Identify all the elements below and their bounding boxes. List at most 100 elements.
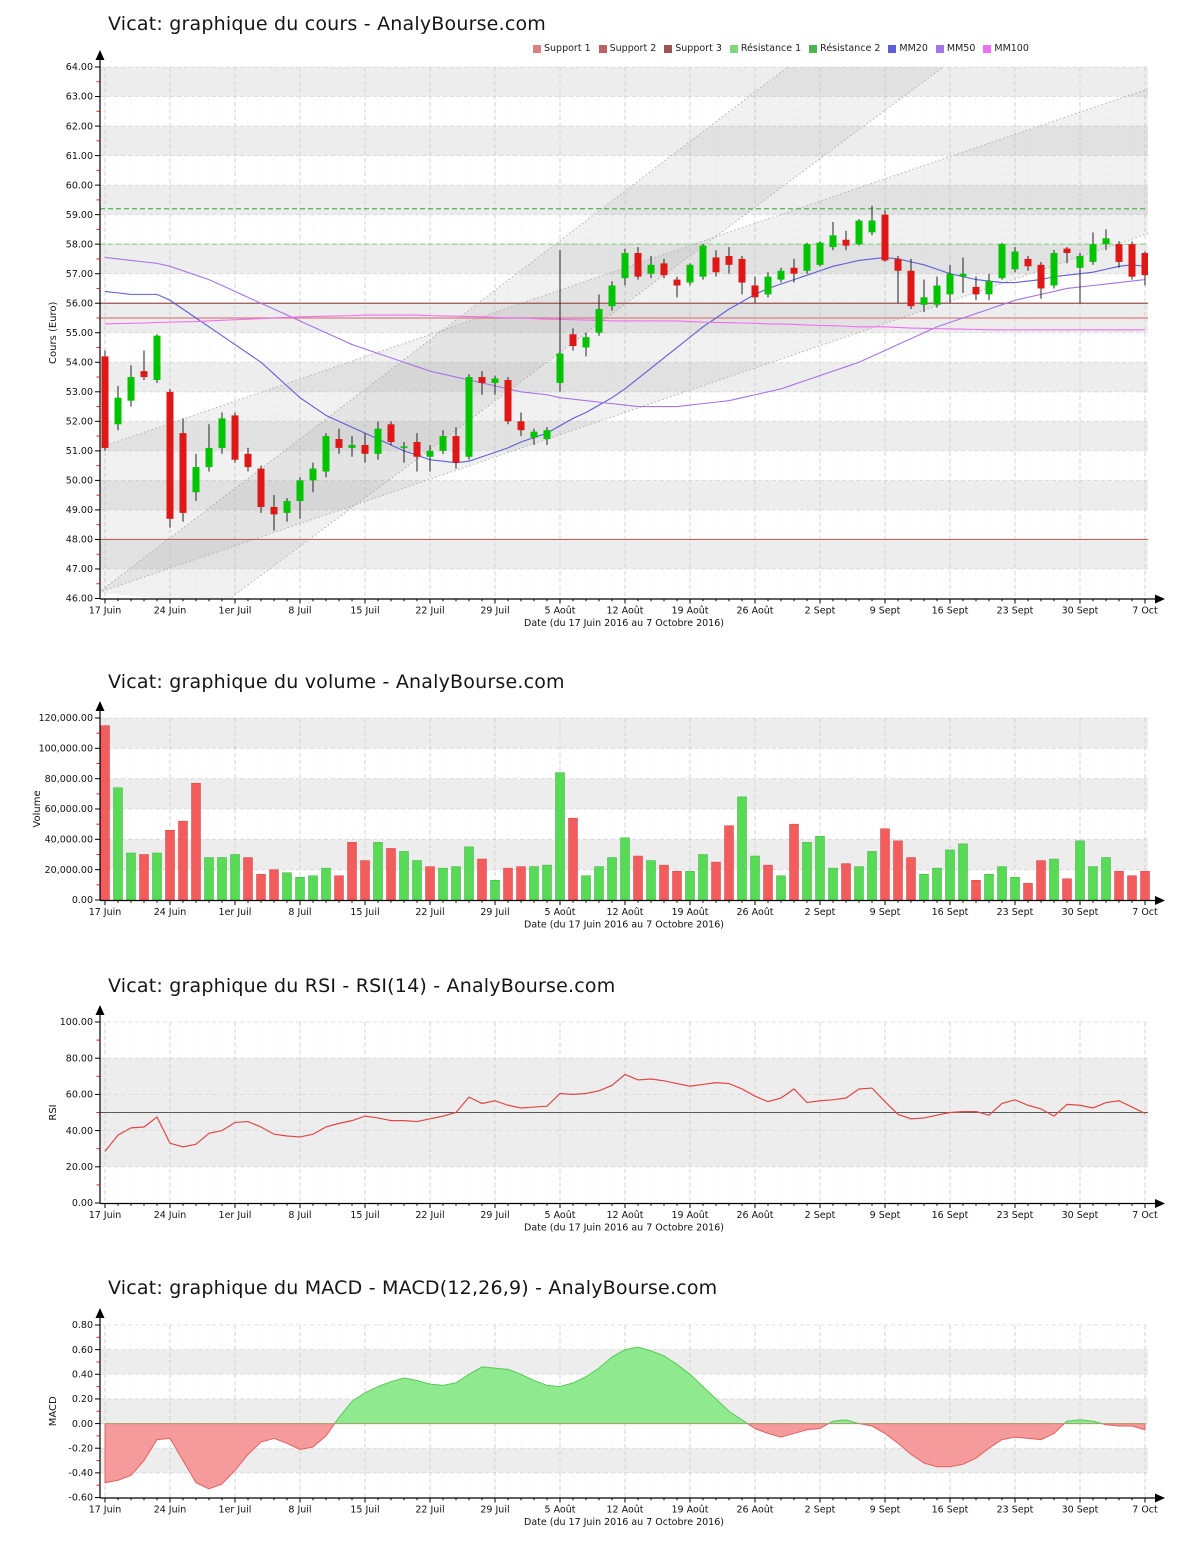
volume-bar [997,866,1007,901]
y-tick-label: 64.00 [66,62,93,73]
y-tick-label: 61.00 [66,151,93,162]
legend-label: Résistance 1 [740,43,802,54]
volume-bar [1075,840,1085,901]
candle-body [764,276,772,295]
rsi-y-axis-label: RSI [48,1104,59,1120]
x-tick-label: 8 Juil [288,606,311,617]
x-tick-label: 30 Sept [1062,1505,1099,1516]
x-tick-label: 30 Sept [1062,606,1099,617]
x-tick-label: 17 Juin [89,1210,122,1221]
y-tick-label: 57.00 [66,269,93,280]
volume-bar [360,860,370,901]
candle-body [894,258,902,271]
volume-x-axis-label: Date (du 17 Juin 2016 au 7 Octobre 2016) [524,920,724,931]
candle-body [1128,244,1136,277]
candle-body [868,220,876,233]
macd-area-negative [104,1423,1146,1490]
x-tick-label: 7 Oct [1132,907,1158,918]
candle-body [335,439,343,448]
y-tick-label: 54.00 [66,357,93,368]
x-tick-label: 24 Juin [154,606,187,617]
volume-bar [1062,878,1072,901]
candle-body [751,285,759,298]
volume-bar [1088,866,1098,901]
x-tick-label: 7 Oct [1132,1505,1158,1516]
volume-bar [1023,883,1033,901]
x-tick-label: 1er Juil [219,606,252,617]
x-tick-label: 9 Sept [870,1210,901,1221]
candle-body [205,447,213,468]
candle-body [842,239,850,246]
volume-bar [750,855,760,901]
y-tick-label: 62.00 [66,121,93,132]
x-tick-label: 12 Août [607,1210,644,1221]
y-tick-label: 100.00 [60,1017,93,1028]
candle-body [920,297,928,305]
volume-bars [100,725,1150,901]
y-tick-label: 50.00 [66,476,93,487]
candle-body [478,377,486,383]
candle-body [322,436,330,472]
candle-body [673,279,681,286]
plot-band [100,185,1148,215]
x-tick-label: 24 Juin [154,1210,187,1221]
x-tick-label: 5 Août [545,1505,576,1516]
volume-bar [399,851,409,901]
x-tick-label: 22 Juil [415,907,444,918]
candle-body [621,253,629,279]
volume-chart-title: Vicat: graphique du volume - AnalyBourse… [108,671,565,693]
candle-body [959,273,967,277]
candle-body [101,356,109,448]
legend-swatch-icon [935,44,944,53]
x-tick-label: 2 Sept [805,1505,836,1516]
x-tick-label: 2 Sept [805,907,836,918]
x-tick-label: 17 Juin [89,1505,122,1516]
x-tick-label: 19 Août [672,606,709,617]
x-tick-label: 16 Sept [932,606,969,617]
y-tick-label: 40.00 [66,1126,93,1137]
volume-bar [646,860,656,901]
x-tick-label: 8 Juil [288,1210,311,1221]
volume-bar [1140,870,1150,901]
x-axis-arrow-icon [1155,896,1165,905]
y-tick-label: 120,000.00 [39,713,93,724]
volume-bar [555,772,565,901]
candle-body [946,273,954,295]
rsi-chart-title: Vicat: graphique du RSI - RSI(14) - Anal… [108,975,616,997]
volume-bar [451,866,461,901]
mm100-line [104,314,1145,331]
candle-body [725,255,733,265]
y-tick-label: 0.40 [72,1369,93,1380]
y-tick-label: 51.00 [66,446,93,457]
volume-bar [698,854,708,901]
candle-body [777,270,785,280]
y-tick-label: 0.00 [72,895,93,906]
x-tick-label: 9 Sept [870,1505,901,1516]
volume-bar [542,864,552,901]
candle-body [1063,248,1071,254]
volume-bar [841,863,851,901]
x-tick-label: 16 Sept [932,907,969,918]
candle-body [387,424,395,443]
volume-bar [113,787,123,901]
x-tick-label: 26 Août [737,1210,774,1221]
volume-bar [1114,870,1124,901]
volume-bar [1036,860,1046,901]
volume-bar [438,867,448,901]
volume-y-axis-label: Volume [32,790,43,827]
macd-plot: -0.60 -0.40 -0.20 0.00 0.20 0.40 0.60 0.80 17 Ju… [48,1308,1165,1528]
volume-bar [906,857,916,901]
y-tick-label: 52.00 [66,417,93,428]
y-tick-label: 0.80 [72,1320,93,1331]
plot-band [100,480,1148,510]
x-tick-label: 29 Juil [480,907,509,918]
candle-body [1076,255,1084,268]
volume-bar [269,869,279,901]
x-tick-label: 26 Août [737,606,774,617]
volume-bar [945,849,955,901]
candle-body [114,397,122,425]
candle-body [270,506,278,515]
x-tick-label: 12 Août [607,606,644,617]
candle-body [517,421,525,431]
x-tick-label: 22 Juil [415,1505,444,1516]
